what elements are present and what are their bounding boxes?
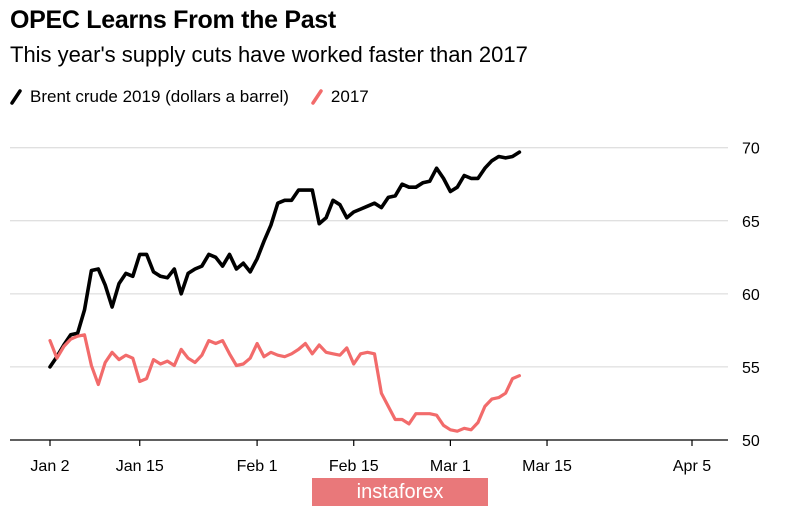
legend-swatch-2017 — [311, 89, 323, 105]
y-tick-label-50: 50 — [742, 433, 760, 450]
x-axis — [10, 439, 728, 446]
x-tick-label-1: Jan 15 — [116, 458, 164, 475]
x-tick-label-5: Mar 15 — [522, 458, 572, 475]
series-line-brent-2019 — [48, 150, 522, 369]
legend-swatch-brent-2019 — [10, 89, 22, 105]
legend: Brent crude 2019 (dollars a barrel) 2017 — [10, 86, 391, 108]
x-tick-label-0: Jan 2 — [30, 458, 69, 475]
x-tick-label-2: Feb 1 — [237, 458, 278, 475]
y-tick-label-55: 55 — [742, 360, 760, 377]
x-tick-label-3: Feb 15 — [329, 458, 379, 475]
series-line-2017 — [48, 333, 521, 433]
legend-item-brent-2019: Brent crude 2019 (dollars a barrel) — [10, 87, 289, 107]
legend-item-2017: 2017 — [311, 87, 369, 107]
y-tick-label-60: 60 — [742, 287, 760, 304]
series-lines — [48, 150, 522, 433]
legend-label-brent-2019: Brent crude 2019 (dollars a barrel) — [30, 87, 289, 106]
y-tick-label-65: 65 — [742, 214, 760, 231]
grid-lines — [10, 147, 728, 368]
x-tick-label-6: Apr 5 — [673, 458, 711, 475]
watermark: instaforex — [312, 478, 488, 506]
chart-subtitle: This year's supply cuts have worked fast… — [10, 42, 528, 67]
tick-labels: 50 55 60 65 70 Jan 2 Jan 15 Feb 1 Feb 15 Mar 1 Mar… — [30, 141, 759, 475]
y-tick-label-70: 70 — [742, 141, 760, 158]
x-tick-label-4: Mar 1 — [430, 458, 471, 475]
chart-title: OPEC Learns From the Past — [10, 6, 336, 34]
legend-label-2017: 2017 — [330, 87, 369, 106]
